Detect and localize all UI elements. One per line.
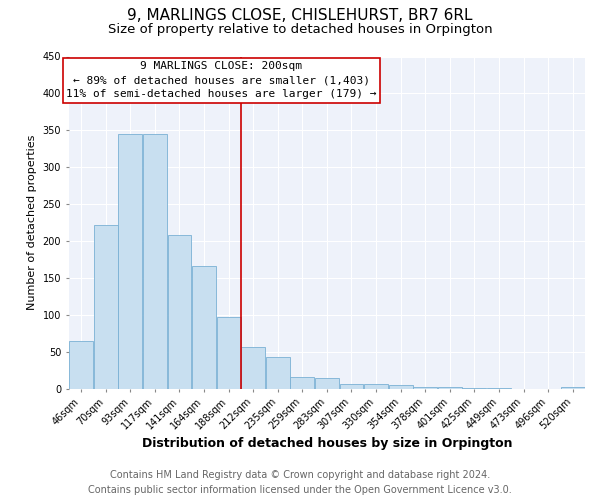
- Bar: [217, 316, 241, 389]
- Y-axis label: Number of detached properties: Number of detached properties: [27, 135, 37, 310]
- Text: Contains HM Land Registry data © Crown copyright and database right 2024.
Contai: Contains HM Land Registry data © Crown c…: [88, 470, 512, 495]
- Bar: [413, 388, 437, 389]
- Text: Size of property relative to detached houses in Orpington: Size of property relative to detached ho…: [107, 22, 493, 36]
- Bar: [94, 225, 118, 389]
- Bar: [167, 234, 191, 389]
- X-axis label: Distribution of detached houses by size in Orpington: Distribution of detached houses by size …: [142, 437, 512, 450]
- Bar: [340, 384, 364, 389]
- Bar: [266, 357, 290, 389]
- Text: 9 MARLINGS CLOSE: 200sqm
← 89% of detached houses are smaller (1,403)
11% of sem: 9 MARLINGS CLOSE: 200sqm ← 89% of detach…: [66, 62, 376, 100]
- Bar: [487, 388, 511, 389]
- Bar: [389, 385, 413, 389]
- Bar: [315, 378, 339, 389]
- Bar: [241, 347, 265, 389]
- Bar: [364, 384, 388, 389]
- Bar: [143, 134, 167, 389]
- Bar: [290, 377, 314, 389]
- Bar: [192, 266, 216, 389]
- Bar: [561, 388, 584, 389]
- Text: 9, MARLINGS CLOSE, CHISLEHURST, BR7 6RL: 9, MARLINGS CLOSE, CHISLEHURST, BR7 6RL: [127, 8, 473, 22]
- Bar: [69, 341, 93, 389]
- Bar: [463, 388, 487, 389]
- Bar: [118, 134, 142, 389]
- Bar: [438, 388, 462, 389]
